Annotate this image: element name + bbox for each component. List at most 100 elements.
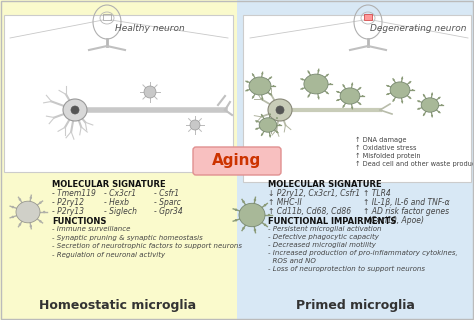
- Text: - Decreased microglial motility: - Decreased microglial motility: [268, 242, 376, 248]
- Text: - P2ry13: - P2ry13: [52, 207, 84, 216]
- Text: Primed microglia: Primed microglia: [296, 300, 414, 313]
- Text: - Immune surveillance: - Immune surveillance: [52, 226, 130, 232]
- Ellipse shape: [269, 77, 271, 79]
- Text: ↑ TLR4: ↑ TLR4: [363, 189, 391, 198]
- Ellipse shape: [392, 99, 395, 101]
- Ellipse shape: [418, 100, 420, 102]
- Ellipse shape: [43, 211, 46, 213]
- Ellipse shape: [242, 227, 245, 229]
- Ellipse shape: [259, 118, 277, 132]
- Ellipse shape: [343, 85, 345, 87]
- Text: Healthy neuron: Healthy neuron: [115, 24, 185, 33]
- FancyBboxPatch shape: [193, 147, 281, 175]
- Ellipse shape: [11, 216, 14, 218]
- Ellipse shape: [261, 97, 264, 100]
- FancyBboxPatch shape: [4, 15, 233, 172]
- Ellipse shape: [423, 95, 425, 97]
- Ellipse shape: [343, 105, 345, 107]
- Text: - Cx3cr1: - Cx3cr1: [104, 189, 136, 198]
- Text: ↑ IL-1β, IL-6 and TNF-α: ↑ IL-1β, IL-6 and TNF-α: [363, 198, 450, 207]
- Ellipse shape: [279, 124, 281, 126]
- Ellipse shape: [264, 204, 266, 206]
- Text: MOLECULAR SIGNATURE: MOLECULAR SIGNATURE: [268, 180, 382, 189]
- Ellipse shape: [276, 106, 284, 114]
- Ellipse shape: [190, 120, 200, 130]
- Ellipse shape: [423, 113, 425, 115]
- Ellipse shape: [304, 74, 328, 94]
- Ellipse shape: [418, 108, 420, 110]
- Text: ↑ Cd11b, Cd68, Cd86: ↑ Cd11b, Cd68, Cd86: [268, 207, 351, 216]
- Text: ROS and NO: ROS and NO: [268, 258, 316, 264]
- Ellipse shape: [431, 93, 433, 95]
- Ellipse shape: [401, 100, 403, 102]
- Text: ↑ Misfolded protein: ↑ Misfolded protein: [355, 153, 420, 159]
- Text: - Loss of neuroprotection to support neurons: - Loss of neuroprotection to support neu…: [268, 266, 425, 272]
- Text: - Synaptic pruning & synaptic homeostasis: - Synaptic pruning & synaptic homeostasi…: [52, 235, 203, 241]
- Ellipse shape: [246, 89, 248, 91]
- Ellipse shape: [252, 74, 254, 76]
- Ellipse shape: [337, 91, 339, 93]
- Text: FUNCTIONAL IMPAIRMENTS: FUNCTIONAL IMPAIRMENTS: [268, 217, 396, 226]
- Ellipse shape: [144, 86, 156, 98]
- Text: - Increased production of pro-inflammatory cytokines,: - Increased production of pro-inflammato…: [268, 250, 458, 256]
- Text: - Hexb: - Hexb: [104, 198, 129, 207]
- Ellipse shape: [268, 214, 270, 216]
- Ellipse shape: [351, 84, 353, 85]
- Ellipse shape: [252, 96, 254, 98]
- Ellipse shape: [326, 74, 328, 76]
- Ellipse shape: [390, 82, 410, 98]
- Ellipse shape: [63, 99, 87, 121]
- Ellipse shape: [29, 225, 32, 228]
- Ellipse shape: [269, 93, 271, 95]
- Ellipse shape: [411, 89, 414, 91]
- FancyBboxPatch shape: [243, 15, 471, 182]
- Ellipse shape: [235, 209, 237, 211]
- Text: MOLECULAR SIGNATURE: MOLECULAR SIGNATURE: [52, 180, 165, 189]
- Ellipse shape: [431, 115, 433, 116]
- Ellipse shape: [269, 113, 271, 116]
- Ellipse shape: [308, 95, 310, 97]
- Bar: [0, 0, 237, 320]
- Ellipse shape: [71, 106, 79, 114]
- Ellipse shape: [246, 81, 248, 83]
- Bar: [364, 14, 372, 20]
- Ellipse shape: [318, 96, 319, 98]
- Text: ↑ AD risk factor genes: ↑ AD risk factor genes: [363, 207, 449, 216]
- Text: - Gpr34: - Gpr34: [154, 207, 183, 216]
- Ellipse shape: [421, 98, 439, 112]
- Ellipse shape: [351, 107, 353, 108]
- Text: - Persistent microglial activation: - Persistent microglial activation: [268, 226, 382, 232]
- Ellipse shape: [409, 82, 410, 84]
- Text: (Cxcl10, Apoe): (Cxcl10, Apoe): [363, 216, 424, 225]
- Ellipse shape: [387, 93, 389, 95]
- Ellipse shape: [409, 97, 410, 99]
- Text: - Siglech: - Siglech: [104, 207, 137, 216]
- Ellipse shape: [326, 92, 328, 94]
- Text: Degenerating neuron: Degenerating neuron: [371, 24, 467, 33]
- Text: - Sparc: - Sparc: [154, 198, 181, 207]
- Ellipse shape: [359, 87, 361, 90]
- Ellipse shape: [301, 78, 303, 80]
- Ellipse shape: [329, 83, 331, 85]
- Ellipse shape: [16, 201, 40, 223]
- Ellipse shape: [276, 117, 278, 119]
- Text: - Csfr1: - Csfr1: [154, 189, 179, 198]
- Ellipse shape: [261, 115, 263, 117]
- Text: - Tmem119: - Tmem119: [52, 189, 96, 198]
- Ellipse shape: [308, 71, 310, 73]
- Text: Aging: Aging: [212, 154, 262, 169]
- Ellipse shape: [337, 99, 339, 101]
- Ellipse shape: [401, 77, 403, 79]
- Ellipse shape: [18, 198, 21, 201]
- Ellipse shape: [29, 196, 32, 199]
- Ellipse shape: [39, 220, 42, 222]
- Ellipse shape: [239, 203, 265, 227]
- Text: ↓ P2ry12, Cx3cr1, Csfr1: ↓ P2ry12, Cx3cr1, Csfr1: [268, 189, 360, 198]
- Ellipse shape: [264, 224, 266, 226]
- Ellipse shape: [254, 229, 256, 231]
- Text: - Secretion of neurotrophic factors to support neurons: - Secretion of neurotrophic factors to s…: [52, 243, 242, 249]
- Ellipse shape: [256, 128, 258, 130]
- Ellipse shape: [340, 88, 360, 104]
- Ellipse shape: [438, 111, 440, 113]
- Bar: [103, 14, 111, 20]
